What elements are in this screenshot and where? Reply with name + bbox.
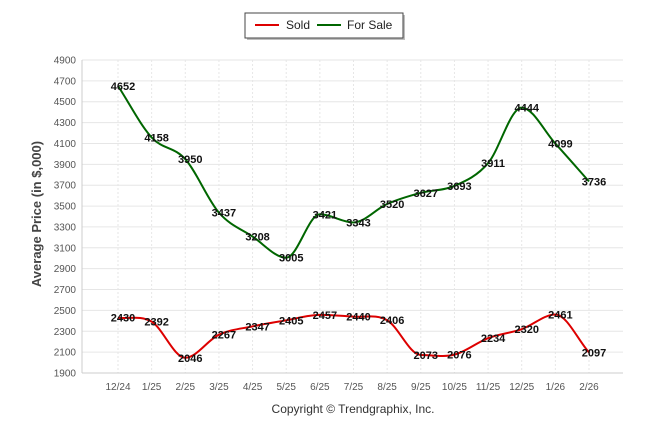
y-tick-label: 4700 — [54, 76, 77, 87]
y-tick-label: 2700 — [54, 285, 77, 296]
legend: Sold For Sale — [244, 12, 405, 40]
data-label-sold: 2267 — [212, 330, 236, 342]
data-label-for-sale: 4652 — [111, 81, 135, 93]
data-label-for-sale: 3911 — [481, 158, 505, 170]
data-label-for-sale: 3421 — [313, 209, 337, 221]
data-label-sold: 2046 — [178, 353, 202, 365]
y-tick-label: 4100 — [54, 139, 77, 150]
x-tick-label: 12/25 — [509, 382, 534, 393]
data-label-for-sale: 3343 — [346, 217, 370, 229]
y-tick-label: 1900 — [54, 369, 77, 380]
data-label-sold: 2073 — [414, 350, 438, 362]
y-tick-label: 3700 — [54, 181, 77, 192]
data-label-sold: 2430 — [111, 313, 135, 325]
x-axis-ticks: 12/24 1/25 2/25 3/25 4/25 5/25 6/25 7/25 8/25 9/2… — [105, 382, 599, 393]
data-label-for-sale: 3520 — [380, 199, 404, 211]
x-tick-label: 9/25 — [411, 382, 431, 393]
y-tick-label: 4900 — [54, 56, 77, 67]
data-label-for-sale: 3736 — [582, 176, 606, 188]
x-tick-label: 4/25 — [243, 382, 263, 393]
data-label-for-sale: 4099 — [548, 139, 572, 151]
data-labels: 2430 2392 2046 2267 2347 2405 2457 2440 2406 2073… — [111, 81, 606, 365]
y-axis-title: Average Price (in $,000) — [29, 141, 44, 287]
series-line-for-sale — [117, 85, 590, 259]
x-tick-label: 1/26 — [546, 382, 566, 393]
data-label-sold: 2234 — [481, 333, 506, 345]
data-label-for-sale: 3005 — [279, 253, 303, 265]
series-lines — [117, 85, 590, 359]
y-tick-label: 2300 — [54, 327, 77, 338]
y-tick-label: 4300 — [54, 118, 77, 129]
data-label-sold: 2405 — [279, 315, 303, 327]
gridlines — [81, 59, 623, 374]
legend-label-sold: Sold — [286, 18, 310, 32]
y-tick-label: 2100 — [54, 348, 77, 359]
x-tick-label: 11/25 — [476, 382, 501, 393]
y-tick-label: 2500 — [54, 306, 77, 317]
data-label-for-sale: 3627 — [414, 188, 438, 200]
data-label-for-sale: 3950 — [178, 154, 202, 166]
x-tick-label: 12/24 — [105, 382, 130, 393]
data-label-sold: 2461 — [548, 309, 572, 321]
data-label-sold: 2406 — [380, 315, 404, 327]
y-tick-label: 3500 — [54, 202, 77, 213]
data-label-for-sale: 4444 — [514, 103, 539, 115]
x-tick-label: 10/25 — [442, 382, 467, 393]
x-tick-label: 5/25 — [276, 382, 296, 393]
data-label-sold: 2347 — [245, 321, 269, 333]
y-tick-label: 3100 — [54, 243, 77, 254]
data-label-sold: 2392 — [144, 317, 168, 329]
y-axis-ticks: 1900 2100 2300 2500 2700 2900 3100 3300 3500 3700… — [54, 56, 77, 380]
data-label-sold: 2440 — [346, 312, 370, 324]
x-tick-label: 1/25 — [142, 382, 162, 393]
x-tick-label: 8/25 — [377, 382, 397, 393]
data-label-for-sale: 3693 — [447, 181, 471, 193]
data-label-sold: 2457 — [313, 310, 337, 322]
y-tick-label: 4500 — [54, 97, 77, 108]
x-tick-label: 6/25 — [310, 382, 330, 393]
x-tick-label: 2/26 — [579, 382, 599, 393]
x-tick-label: 3/25 — [209, 382, 229, 393]
data-label-for-sale: 4158 — [144, 132, 168, 144]
y-tick-label: 3900 — [54, 160, 77, 171]
series-line-sold — [117, 313, 590, 359]
x-tick-label: 2/25 — [176, 382, 196, 393]
data-label-sold: 2097 — [582, 347, 606, 359]
x-tick-label: 7/25 — [344, 382, 364, 393]
y-tick-label: 3300 — [54, 222, 77, 233]
legend-label-for-sale: For Sale — [347, 18, 393, 32]
data-label-for-sale: 3208 — [245, 232, 269, 244]
data-label-sold: 2076 — [447, 350, 471, 362]
y-tick-label: 2900 — [54, 264, 77, 275]
data-label-sold: 2320 — [514, 324, 538, 336]
data-label-for-sale: 3437 — [212, 208, 236, 220]
copyright-credit: Copyright © Trendgraphix, Inc. — [272, 402, 435, 416]
